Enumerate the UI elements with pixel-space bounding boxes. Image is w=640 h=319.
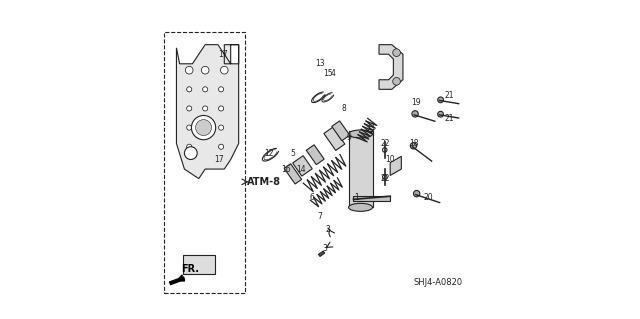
Text: 7: 7 xyxy=(317,212,323,221)
Polygon shape xyxy=(292,156,312,176)
Text: SHJ4-A0820: SHJ4-A0820 xyxy=(413,278,463,287)
Ellipse shape xyxy=(187,87,192,92)
Ellipse shape xyxy=(218,87,223,92)
Ellipse shape xyxy=(187,106,192,111)
Text: 1: 1 xyxy=(355,193,359,202)
Polygon shape xyxy=(332,121,349,141)
Circle shape xyxy=(383,148,387,152)
Ellipse shape xyxy=(218,144,223,149)
Text: 21: 21 xyxy=(444,114,454,122)
Text: 16: 16 xyxy=(282,165,291,174)
Polygon shape xyxy=(170,277,184,285)
Circle shape xyxy=(413,190,420,197)
Text: 9: 9 xyxy=(346,133,351,142)
Text: 21: 21 xyxy=(444,91,454,100)
Polygon shape xyxy=(177,45,239,179)
Ellipse shape xyxy=(186,66,193,74)
Text: 8: 8 xyxy=(342,104,346,113)
Ellipse shape xyxy=(220,66,228,74)
Text: 15: 15 xyxy=(323,69,333,78)
Polygon shape xyxy=(390,156,401,175)
Ellipse shape xyxy=(349,204,372,211)
Text: 10: 10 xyxy=(385,155,395,164)
Text: 11: 11 xyxy=(366,123,376,132)
Ellipse shape xyxy=(218,125,223,130)
Bar xyxy=(353,196,390,201)
Text: 20: 20 xyxy=(424,193,433,202)
Bar xyxy=(349,131,372,207)
Ellipse shape xyxy=(187,144,192,149)
Circle shape xyxy=(184,147,197,160)
Text: 3: 3 xyxy=(323,244,327,253)
Circle shape xyxy=(191,115,216,140)
Ellipse shape xyxy=(349,130,372,138)
Text: 12: 12 xyxy=(264,149,274,158)
Circle shape xyxy=(393,78,401,85)
Ellipse shape xyxy=(187,125,192,130)
Circle shape xyxy=(412,111,419,117)
Ellipse shape xyxy=(202,124,209,131)
Text: ATM-8: ATM-8 xyxy=(246,177,280,187)
Ellipse shape xyxy=(203,87,208,92)
Bar xyxy=(319,251,324,256)
Text: 4: 4 xyxy=(330,69,335,78)
Polygon shape xyxy=(324,127,345,151)
Circle shape xyxy=(438,111,444,117)
Text: 14: 14 xyxy=(296,165,306,174)
Text: 22: 22 xyxy=(381,139,390,148)
Ellipse shape xyxy=(218,106,223,111)
Text: 17: 17 xyxy=(214,155,225,164)
Polygon shape xyxy=(284,164,301,184)
Polygon shape xyxy=(379,45,403,89)
Text: 19: 19 xyxy=(411,98,420,107)
Bar xyxy=(164,32,245,293)
Text: 22: 22 xyxy=(381,174,390,183)
Text: 6: 6 xyxy=(310,193,314,202)
Circle shape xyxy=(196,120,212,136)
Text: 17: 17 xyxy=(218,50,227,59)
Circle shape xyxy=(438,97,444,103)
Text: 2: 2 xyxy=(326,225,330,234)
Text: FR.: FR. xyxy=(181,264,199,274)
Text: 5: 5 xyxy=(291,149,295,158)
Ellipse shape xyxy=(202,66,209,74)
Text: 13: 13 xyxy=(315,59,325,68)
Bar xyxy=(183,255,215,274)
Circle shape xyxy=(383,175,387,179)
Ellipse shape xyxy=(203,106,208,111)
Text: 18: 18 xyxy=(410,139,419,148)
Circle shape xyxy=(393,49,401,56)
Polygon shape xyxy=(307,145,324,165)
Circle shape xyxy=(410,143,417,149)
